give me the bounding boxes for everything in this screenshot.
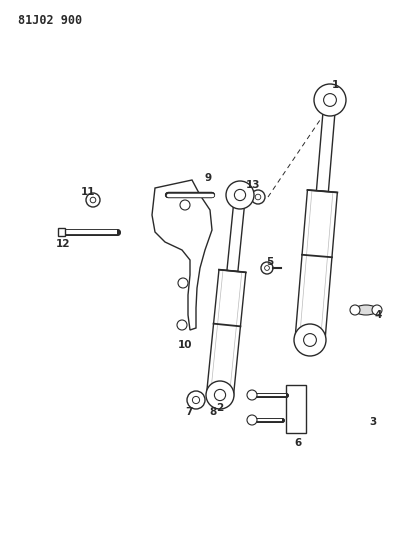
Polygon shape <box>316 100 336 192</box>
Circle shape <box>251 190 265 204</box>
Ellipse shape <box>304 334 316 346</box>
Text: 7: 7 <box>185 407 193 417</box>
Ellipse shape <box>314 84 346 116</box>
Circle shape <box>187 391 205 409</box>
Circle shape <box>86 193 100 207</box>
Polygon shape <box>58 228 65 236</box>
Polygon shape <box>152 180 212 330</box>
Circle shape <box>247 415 257 425</box>
Text: 4: 4 <box>374 310 382 320</box>
Text: 5: 5 <box>266 257 274 267</box>
Circle shape <box>177 320 187 330</box>
Text: 13: 13 <box>246 180 260 190</box>
Text: 11: 11 <box>81 187 95 197</box>
Polygon shape <box>286 385 306 433</box>
Text: 8: 8 <box>209 407 217 417</box>
Circle shape <box>178 278 188 288</box>
Circle shape <box>211 393 225 407</box>
Circle shape <box>193 397 199 403</box>
Text: 1: 1 <box>331 80 339 90</box>
Circle shape <box>247 390 257 400</box>
Polygon shape <box>295 190 337 341</box>
Ellipse shape <box>350 305 360 315</box>
Ellipse shape <box>206 381 234 409</box>
Polygon shape <box>227 195 245 271</box>
Circle shape <box>261 262 273 274</box>
Text: 9: 9 <box>204 173 212 183</box>
Circle shape <box>215 397 221 403</box>
Text: 6: 6 <box>294 438 302 448</box>
Ellipse shape <box>324 94 337 107</box>
Circle shape <box>90 197 96 203</box>
Text: 12: 12 <box>56 239 70 249</box>
Ellipse shape <box>234 189 245 200</box>
Polygon shape <box>207 270 246 397</box>
Ellipse shape <box>355 305 377 315</box>
Text: 81J02 900: 81J02 900 <box>18 14 82 27</box>
Text: 2: 2 <box>217 403 223 413</box>
Ellipse shape <box>226 181 254 209</box>
Circle shape <box>265 265 269 270</box>
Circle shape <box>255 194 261 200</box>
Text: 3: 3 <box>370 417 376 427</box>
Ellipse shape <box>294 324 326 356</box>
Ellipse shape <box>372 305 382 315</box>
Ellipse shape <box>214 390 225 401</box>
Circle shape <box>180 200 190 210</box>
Text: 10: 10 <box>178 340 192 350</box>
